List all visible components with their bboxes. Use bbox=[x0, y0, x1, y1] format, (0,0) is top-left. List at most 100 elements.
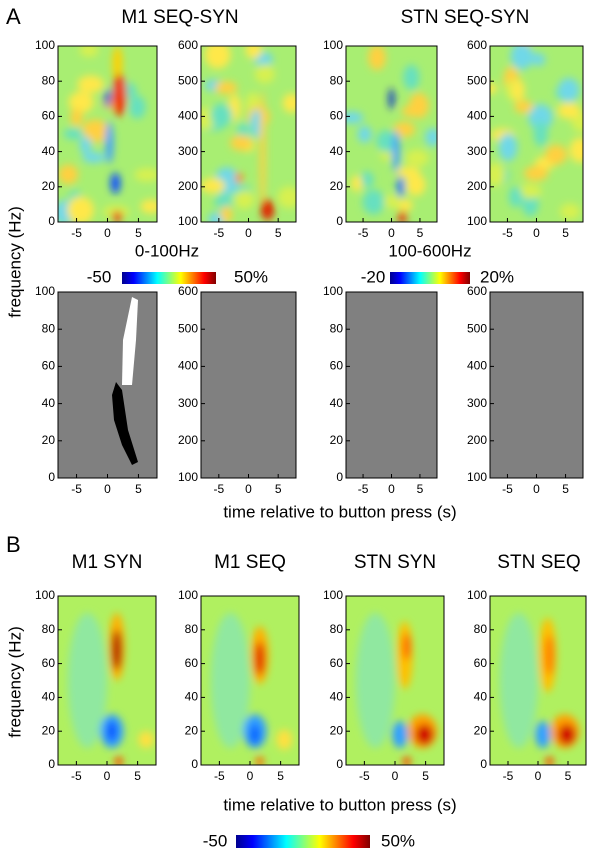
spectrogram-panel: 0 20 40 60 80 100 -5 0 5 bbox=[467, 588, 587, 783]
panel-title: M1 SEQ-SYN bbox=[121, 7, 238, 28]
heatmap-blob bbox=[359, 171, 374, 188]
y-tick-label: 60 bbox=[185, 656, 199, 670]
y-tick-label: 0 bbox=[48, 214, 55, 228]
y-tick-label: 80 bbox=[42, 73, 56, 87]
heatmap-blob bbox=[531, 53, 546, 67]
x-tick-label: 0 bbox=[388, 482, 395, 496]
colorbar bbox=[236, 835, 370, 848]
heatmap-blob bbox=[511, 79, 525, 102]
y-tick-label: 40 bbox=[330, 144, 344, 158]
colorbar-max: 20% bbox=[480, 267, 514, 286]
y-tick-label: 20 bbox=[330, 179, 344, 193]
y-tick-label: 20 bbox=[330, 723, 344, 737]
y-tick-label: 500 bbox=[178, 73, 198, 87]
heatmap-blob bbox=[81, 119, 109, 143]
x-tick-label: 0 bbox=[104, 226, 111, 240]
heatmap-blob bbox=[517, 183, 542, 199]
y-tick-label: 400 bbox=[467, 359, 487, 373]
panel-title: M1 SYN bbox=[72, 552, 143, 573]
y-tick-label: 100 bbox=[467, 588, 487, 602]
y-tick-label: 40 bbox=[474, 690, 488, 704]
heatmap-blob bbox=[260, 199, 275, 221]
x-tick-label: -5 bbox=[213, 226, 224, 240]
heatmap-background bbox=[58, 292, 157, 478]
y-tick-label: 0 bbox=[191, 757, 198, 771]
heatmap-blob bbox=[234, 190, 255, 209]
y-tick-label: 60 bbox=[42, 359, 56, 373]
x-tick-label: 5 bbox=[135, 226, 142, 240]
heatmap-blob bbox=[535, 721, 551, 749]
heatmap-blob bbox=[545, 144, 568, 165]
heatmap-blob bbox=[490, 83, 498, 94]
heatmap bbox=[346, 292, 437, 478]
heatmap-blob bbox=[559, 203, 581, 220]
colorbar-min: -50 bbox=[87, 267, 112, 286]
x-tick-label: 5 bbox=[134, 769, 141, 783]
y-tick-label: 20 bbox=[42, 723, 56, 737]
heatmap-blob bbox=[58, 164, 79, 185]
x-tick-label: 5 bbox=[277, 769, 284, 783]
x-tick-label: 0 bbox=[247, 769, 254, 783]
heatmap-blob bbox=[235, 172, 243, 184]
panel-title: STN SEQ-SYN bbox=[401, 7, 530, 28]
y-tick-label: 20 bbox=[330, 433, 344, 447]
spectrogram-panel: 0 20 40 60 80 100 -5 0 5 bbox=[323, 588, 445, 783]
heatmap-blob bbox=[277, 186, 296, 209]
heatmap-blob bbox=[68, 91, 94, 114]
y-tick-label: 80 bbox=[330, 321, 344, 335]
colorbar-min: -20 bbox=[361, 267, 386, 286]
colorbar bbox=[122, 272, 216, 284]
heatmap bbox=[58, 292, 157, 478]
y-tick-label: 0 bbox=[336, 214, 343, 228]
heatmap-blob bbox=[67, 612, 107, 749]
heatmap-blob bbox=[276, 729, 293, 750]
heatmap-blob bbox=[245, 46, 262, 59]
x-tick-label: 0 bbox=[245, 226, 252, 240]
heatmap bbox=[201, 292, 296, 478]
y-tick-label: 80 bbox=[42, 321, 56, 335]
heatmap-blob bbox=[490, 162, 506, 187]
heatmap-blob bbox=[388, 88, 395, 110]
y-tick-label: 40 bbox=[42, 690, 56, 704]
spectrogram-panel: 0 20 40 60 80 100 -5 0 5 bbox=[178, 588, 300, 783]
x-tick-label: 5 bbox=[417, 226, 424, 240]
heatmap-blob bbox=[396, 176, 405, 198]
x-axis-label: time relative to button press (s) bbox=[223, 795, 456, 814]
spectrogram-panel: 0 20 40 60 80 100 -5 0 5 bbox=[35, 588, 157, 783]
y-tick-label: 60 bbox=[474, 656, 488, 670]
x-tick-label: 0 bbox=[104, 769, 111, 783]
heatmap-blob bbox=[112, 46, 123, 82]
y-tick-label: 20 bbox=[42, 433, 56, 447]
spectrogram-panel: 0 20 40 60 80 100 -5 0 5 bbox=[323, 38, 438, 240]
heatmap-blob bbox=[259, 90, 266, 214]
y-tick-label: 100 bbox=[323, 588, 343, 602]
heatmap-blob bbox=[403, 64, 420, 90]
colorbar bbox=[390, 272, 470, 284]
y-tick-label: 100 bbox=[467, 470, 487, 484]
heatmap bbox=[490, 292, 583, 478]
heatmap-blob bbox=[528, 103, 553, 131]
heatmap-blob bbox=[138, 731, 155, 749]
heatmap-blob bbox=[402, 756, 411, 765]
heatmap-blob bbox=[545, 756, 554, 765]
x-tick-label: 5 bbox=[275, 226, 282, 240]
panel-title: STN SYN bbox=[354, 552, 436, 573]
y-tick-label: 20 bbox=[185, 723, 199, 737]
heatmap-blob bbox=[392, 130, 400, 173]
spectrogram-panel: 100 200 300 400 500 600 -5 0 5 bbox=[178, 38, 297, 240]
y-tick-label: 80 bbox=[42, 622, 56, 636]
spectrogram-panel: 0 20 40 60 80 100 -5 0 5 bbox=[35, 38, 158, 240]
spectrogram-panel: 100 200 300 400 500 600 -5 0 5 bbox=[467, 284, 584, 496]
heatmap-blob bbox=[362, 189, 385, 215]
x-tick-label: -5 bbox=[359, 769, 370, 783]
heatmap-blob bbox=[397, 211, 407, 222]
heatmap-blobs bbox=[490, 46, 583, 220]
x-tick-label: -5 bbox=[71, 769, 82, 783]
x-tick-label: 0 bbox=[392, 769, 399, 783]
heatmap-blob bbox=[230, 135, 252, 151]
heatmap-blob bbox=[571, 113, 583, 133]
y-tick-label: 200 bbox=[467, 179, 487, 193]
heatmap-blob bbox=[392, 721, 408, 749]
x-tick-label: 0 bbox=[533, 482, 540, 496]
y-tick-label: 600 bbox=[467, 38, 487, 52]
